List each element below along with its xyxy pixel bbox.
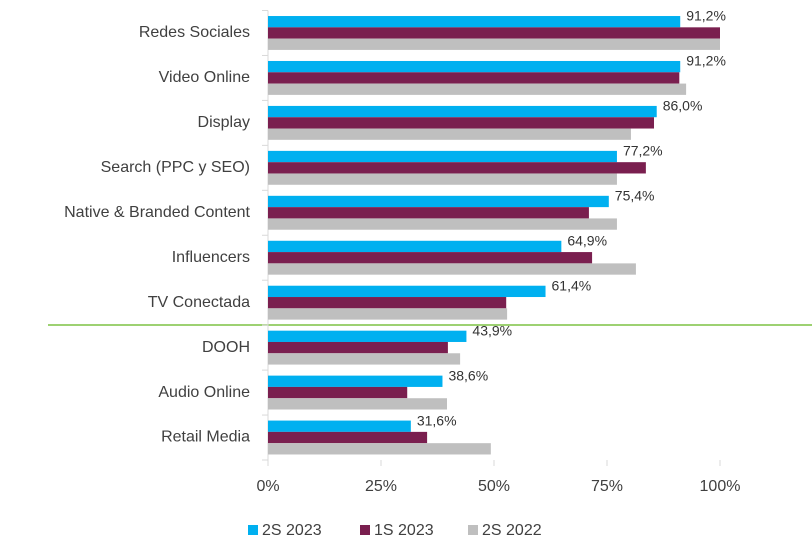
value-label: 75,4% bbox=[615, 188, 655, 204]
bar bbox=[268, 386, 408, 399]
bar bbox=[268, 117, 655, 129]
value-label: 77,2% bbox=[623, 143, 663, 159]
bar bbox=[268, 420, 411, 432]
bar bbox=[268, 431, 428, 444]
bar bbox=[268, 443, 491, 455]
value-label: 86,0% bbox=[663, 98, 703, 114]
legend-swatch bbox=[360, 525, 370, 535]
bar bbox=[268, 285, 546, 298]
bar bbox=[268, 38, 720, 50]
category-label: Audio Online bbox=[158, 384, 250, 401]
category-label: Search (PPC y SEO) bbox=[101, 159, 250, 176]
bar bbox=[268, 330, 467, 342]
legend-swatch bbox=[468, 525, 478, 535]
bar bbox=[268, 308, 508, 320]
category-label: TV Conectada bbox=[148, 294, 250, 311]
bar bbox=[268, 150, 617, 163]
legend-label: 2S 2023 bbox=[262, 522, 322, 539]
value-label: 31,6% bbox=[417, 412, 457, 428]
bar bbox=[268, 72, 680, 84]
x-tick-label: 25% bbox=[365, 478, 397, 495]
legend-label: 2S 2022 bbox=[482, 522, 542, 539]
bar bbox=[268, 162, 646, 174]
bar bbox=[268, 60, 681, 73]
value-label: 38,6% bbox=[448, 367, 488, 383]
value-label: 61,4% bbox=[552, 277, 592, 293]
category-label: Display bbox=[198, 114, 250, 131]
category-label: Influencers bbox=[172, 249, 250, 266]
bar bbox=[268, 128, 631, 140]
bar bbox=[268, 105, 657, 118]
bar bbox=[268, 263, 636, 275]
bar bbox=[268, 173, 617, 185]
bar bbox=[268, 207, 589, 219]
bar bbox=[268, 27, 720, 39]
category-label: Video Online bbox=[159, 69, 250, 86]
category-label: Native & Branded Content bbox=[64, 204, 250, 221]
bar bbox=[268, 375, 443, 387]
bar bbox=[268, 341, 448, 354]
category-label: DOOH bbox=[202, 339, 250, 356]
value-label: 91,2% bbox=[686, 53, 726, 69]
bar bbox=[268, 218, 617, 230]
bar bbox=[268, 297, 507, 309]
bar bbox=[268, 83, 687, 95]
bar bbox=[268, 16, 681, 28]
value-label: 64,9% bbox=[567, 232, 607, 248]
x-tick-label: 75% bbox=[591, 478, 623, 495]
bar bbox=[268, 195, 609, 208]
bar bbox=[268, 353, 461, 365]
category-label: Redes Sociales bbox=[139, 24, 250, 41]
x-tick-label: 100% bbox=[700, 478, 741, 495]
x-tick-label: 0% bbox=[256, 478, 279, 495]
bar bbox=[268, 240, 562, 253]
value-label: 43,9% bbox=[472, 322, 512, 338]
bar bbox=[268, 398, 447, 410]
category-label: Retail Media bbox=[161, 429, 250, 446]
legend-label: 1S 2023 bbox=[374, 522, 434, 539]
legend-swatch bbox=[248, 525, 258, 535]
value-label: 91,2% bbox=[686, 8, 726, 24]
x-tick-label: 50% bbox=[478, 478, 510, 495]
bar bbox=[268, 252, 593, 264]
